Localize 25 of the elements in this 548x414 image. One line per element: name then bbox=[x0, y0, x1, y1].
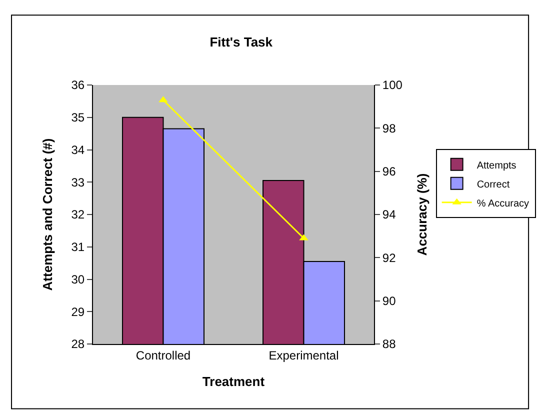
y-tick-label: 32 bbox=[71, 208, 85, 222]
x-tick-label: Experimental bbox=[268, 348, 339, 362]
y-tick-label: 35 bbox=[71, 110, 85, 125]
y-tick-label: 29 bbox=[71, 304, 85, 319]
y-tick-label: 36 bbox=[71, 78, 85, 92]
y-tick-label: 31 bbox=[71, 240, 85, 254]
legend-label: Correct bbox=[476, 179, 510, 190]
y2-tick-label: 90 bbox=[382, 294, 396, 308]
y-tick-label: 33 bbox=[71, 175, 85, 190]
y2-tick-label: 100 bbox=[382, 78, 403, 92]
y2-tick-label: 88 bbox=[382, 337, 396, 352]
y2-tick-label: 98 bbox=[382, 121, 396, 136]
y-tick-label: 30 bbox=[71, 272, 85, 286]
legend-label: % Accuracy bbox=[476, 198, 530, 210]
y2-tick-label: 92 bbox=[382, 250, 396, 265]
legend-label: Attempts bbox=[476, 160, 516, 172]
x-axis-title: Treatment bbox=[202, 374, 266, 389]
y2-tick-label: 96 bbox=[382, 164, 396, 179]
y2-axis-title: Accuracy (%) bbox=[414, 173, 430, 256]
y-axis-title: Attempts and Correct (#) bbox=[40, 138, 56, 291]
y-tick-label: 28 bbox=[71, 337, 85, 352]
x-tick-label: Controlled bbox=[136, 348, 191, 362]
y-tick-label: 34 bbox=[71, 142, 85, 157]
y2-tick-label: 94 bbox=[382, 208, 396, 222]
chart-title: Fitt's Task bbox=[210, 34, 274, 50]
